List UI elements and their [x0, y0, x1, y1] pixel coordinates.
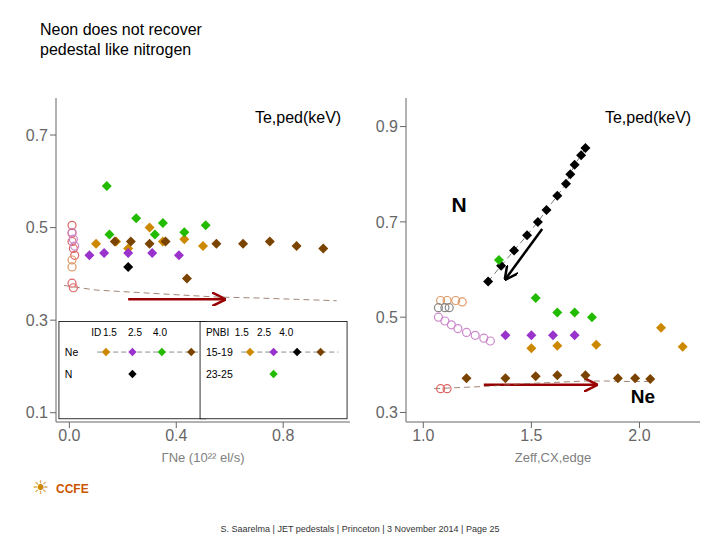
svg-text:0.5: 0.5 [376, 309, 398, 326]
svg-text:0.8: 0.8 [272, 427, 294, 444]
html-text:☀ CCFE: ☀ CCFE [32, 476, 89, 498]
svg-text:0.9: 0.9 [376, 118, 398, 135]
html-text:Neon does not recover pedestal: Neon does not recover pedestal like nitr… [40, 21, 202, 58]
svg-text:ΓNe (10²² el/s): ΓNe (10²² el/s) [161, 450, 244, 465]
svg-text:Ne: Ne [65, 346, 79, 358]
svg-text:Te,ped(keV): Te,ped(keV) [255, 109, 341, 126]
html-text:S. Saarelma | JET pedestals |: S. Saarelma | JET pedestals | Princeton … [220, 524, 500, 534]
svg-text:PNBI 1.5 2.5 4.0: PNBI 1.5 2.5 4.0 [206, 327, 294, 338]
svg-text:1.5 2.5 4.0: 1.5 2.5 4.0 [103, 327, 167, 338]
svg-text:0.7: 0.7 [376, 214, 398, 231]
svg-text:0.1: 0.1 [26, 404, 48, 421]
svg-text:0.5: 0.5 [26, 219, 48, 236]
svg-text:1.5: 1.5 [520, 427, 542, 444]
svg-text:1.0: 1.0 [412, 427, 434, 444]
svg-text:15-19: 15-19 [206, 346, 233, 358]
svg-text:N: N [65, 368, 73, 380]
svg-text:Ne: Ne [631, 386, 655, 407]
svg-text:Zeff,CX,edge: Zeff,CX,edge [515, 450, 591, 465]
svg-text:0.3: 0.3 [376, 404, 398, 421]
svg-text:0.3: 0.3 [26, 312, 48, 329]
svg-text:ID: ID [91, 327, 101, 338]
svg-text:0.0: 0.0 [58, 427, 80, 444]
svg-text:0.7: 0.7 [26, 127, 48, 144]
svg-text:Te,ped(keV): Te,ped(keV) [605, 109, 691, 126]
svg-text:0.4: 0.4 [165, 427, 187, 444]
svg-text:23-25: 23-25 [206, 368, 233, 380]
svg-text:2.0: 2.0 [628, 427, 650, 444]
svg-text:N: N [451, 193, 466, 216]
